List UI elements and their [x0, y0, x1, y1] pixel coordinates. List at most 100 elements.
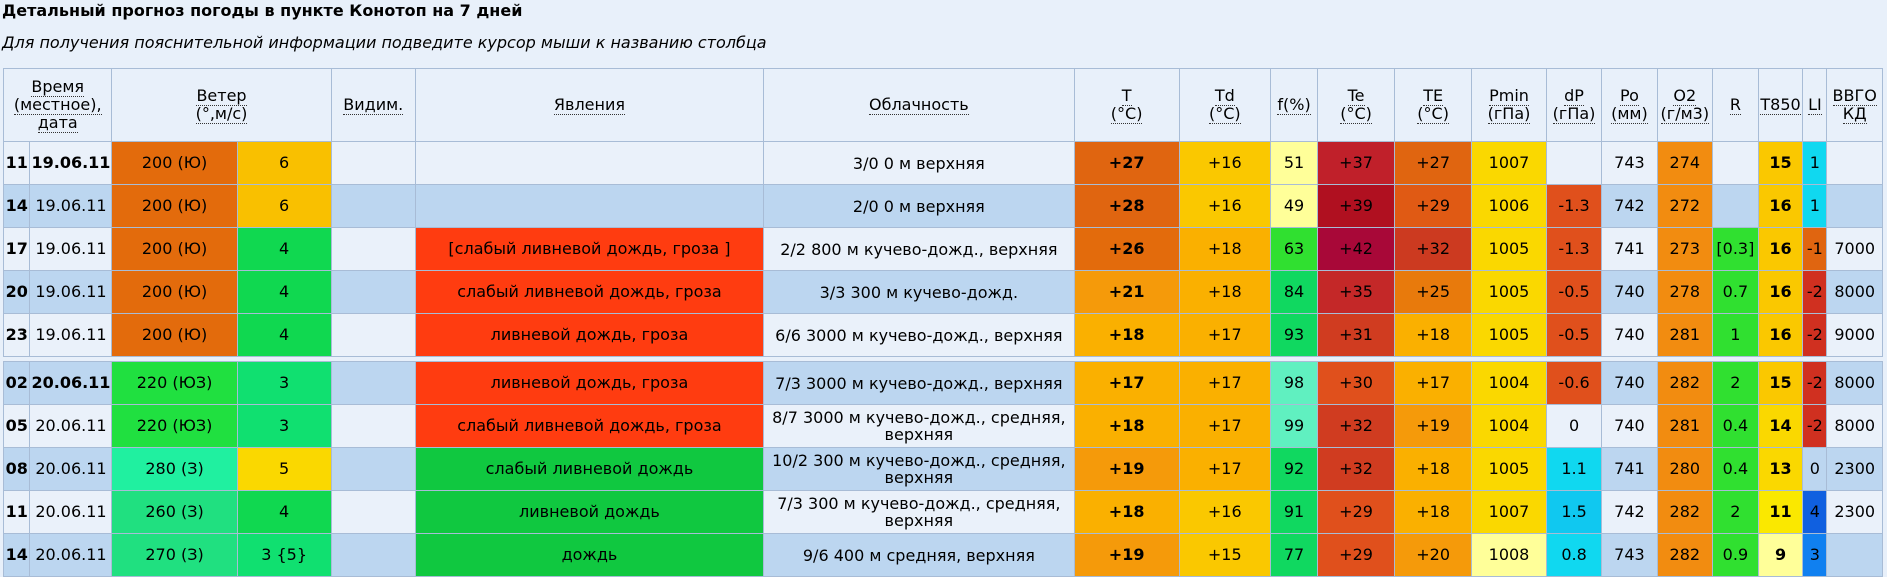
column-header-t[interactable]: T (°C)	[1073, 68, 1180, 142]
hour-cell: 14	[2, 533, 31, 577]
effective-temp-cell: +32	[1317, 447, 1396, 491]
column-header-vvgo[interactable]: ВВГО КД	[1826, 68, 1883, 142]
column-header-vis[interactable]: Видим.	[330, 68, 416, 142]
effective-temp-cell: +30	[1317, 361, 1396, 405]
pressure-change-cell: -1.3	[1545, 227, 1603, 271]
column-header-te[interactable]: Te (°C)	[1317, 68, 1396, 142]
visibility-cell	[330, 270, 416, 314]
pressure-change-cell: 1.5	[1545, 490, 1603, 534]
forecast-row: 08 20.06.11 280 (З) 5 слабый ливневой дождь 1…	[2, 447, 1883, 491]
dew-point-cell: +17	[1178, 313, 1272, 357]
equivalent-temp-cell: +25	[1394, 270, 1473, 314]
cloudiness-cell: 6/6 3000 м кучево-дожд., верхняя	[762, 313, 1075, 357]
cloudiness-cell: 2/0 0 м верхняя	[762, 184, 1075, 228]
column-header-po[interactable]: Po (мм)	[1601, 68, 1658, 142]
column-header-label: R	[1729, 95, 1741, 115]
oxygen-cell: 278	[1656, 270, 1714, 314]
column-header-dp[interactable]: dP (гПа)	[1545, 68, 1603, 142]
page-subtitle: Для получения пояснительной информации п…	[2, 33, 767, 52]
hour-cell: 17	[2, 227, 31, 271]
temperature-cell: +19	[1073, 533, 1180, 577]
hour-cell: 14	[2, 184, 31, 228]
dew-point-cell: +15	[1178, 533, 1272, 577]
humidity-cell: 91	[1270, 490, 1319, 534]
phenomena-cell: ливневой дождь, гроза	[414, 361, 764, 405]
wind-direction-cell: 270 (З)	[111, 533, 238, 577]
column-header-pmin[interactable]: Pmin (гПа)	[1471, 68, 1547, 142]
humidity-cell: 99	[1270, 404, 1319, 448]
column-header-time[interactable]: Время (местное), дата	[2, 68, 113, 142]
oxygen-cell: 282	[1656, 490, 1714, 534]
visibility-cell	[330, 141, 416, 185]
pressure-change-cell: 0.8	[1545, 533, 1603, 577]
column-header-label: Явления	[553, 95, 625, 115]
visibility-cell	[330, 361, 416, 405]
pressure-mm-cell: 742	[1601, 490, 1658, 534]
column-header-li[interactable]: LI	[1802, 68, 1828, 142]
header-row: Время (местное), дата Ветер (°,м/с) Видим.…	[2, 68, 1883, 142]
pressure-mm-cell: 743	[1601, 141, 1658, 185]
precipitation-cell	[1712, 184, 1759, 228]
t850-cell: 16	[1757, 184, 1804, 228]
hour-cell: 02	[2, 361, 31, 405]
humidity-cell: 84	[1270, 270, 1319, 314]
hour-cell: 20	[2, 270, 31, 314]
temperature-cell: +26	[1073, 227, 1180, 271]
date-cell: 19.06.11	[29, 313, 113, 357]
cloud-base-cell: 8000	[1826, 404, 1883, 448]
precipitation-cell: 2	[1712, 361, 1759, 405]
t850-cell: 9	[1757, 533, 1804, 577]
phenomena-cell: [слабый ливневой дождь, гроза ]	[414, 227, 764, 271]
oxygen-cell: 281	[1656, 404, 1714, 448]
column-header-t850[interactable]: T850	[1757, 68, 1804, 142]
precipitation-cell: 0.9	[1712, 533, 1759, 577]
cloudiness-cell: 2/2 800 м кучево-дожд., верхняя	[762, 227, 1075, 271]
column-header-wind[interactable]: Ветер (°,м/с)	[111, 68, 332, 142]
wind-direction-cell: 200 (Ю)	[111, 313, 238, 357]
cloudiness-cell: 3/3 300 м кучево-дожд.	[762, 270, 1075, 314]
column-header-td[interactable]: Td (°C)	[1178, 68, 1272, 142]
column-header-label: Ветер (°,м/с)	[195, 86, 248, 124]
wind-speed-cell: 4	[236, 270, 332, 314]
pressure-min-cell: 1005	[1471, 313, 1547, 357]
visibility-cell	[330, 404, 416, 448]
lifted-index-cell: -2	[1802, 270, 1828, 314]
lifted-index-cell: 4	[1802, 490, 1828, 534]
t850-cell: 16	[1757, 313, 1804, 357]
effective-temp-cell: +29	[1317, 533, 1396, 577]
hour-cell: 08	[2, 447, 31, 491]
wind-direction-cell: 220 (ЮЗ)	[111, 361, 238, 405]
column-header-o2[interactable]: O2 (г/м3)	[1656, 68, 1714, 142]
cloudiness-cell: 10/2 300 м кучево-дожд., средняя, верхня…	[762, 447, 1075, 491]
date-cell: 19.06.11	[29, 141, 113, 185]
dew-point-cell: +16	[1178, 141, 1272, 185]
column-header-te[interactable]: TE (°C)	[1394, 68, 1473, 142]
cloud-base-cell: 9000	[1826, 313, 1883, 357]
hour-cell: 05	[2, 404, 31, 448]
column-header-label: LI	[1808, 95, 1822, 115]
phenomena-cell: слабый ливневой дождь	[414, 447, 764, 491]
forecast-row: 23 19.06.11 200 (Ю) 4 ливневой дождь, гроза 6…	[2, 313, 1883, 357]
lifted-index-cell: 1	[1802, 184, 1828, 228]
column-header-label: T (°C)	[1110, 86, 1143, 124]
lifted-index-cell: -2	[1802, 313, 1828, 357]
column-header-phen[interactable]: Явления	[414, 68, 764, 142]
lifted-index-cell: -1	[1802, 227, 1828, 271]
phenomena-cell: ливневой дождь	[414, 490, 764, 534]
effective-temp-cell: +29	[1317, 490, 1396, 534]
column-header-r[interactable]: R	[1712, 68, 1759, 142]
pressure-change-cell: -0.5	[1545, 313, 1603, 357]
wind-direction-cell: 200 (Ю)	[111, 270, 238, 314]
dew-point-cell: +18	[1178, 270, 1272, 314]
date-cell: 19.06.11	[29, 270, 113, 314]
precipitation-cell: [0.3]	[1712, 227, 1759, 271]
column-header-f[interactable]: f(%)	[1270, 68, 1319, 142]
t850-cell: 16	[1757, 227, 1804, 271]
temperature-cell: +28	[1073, 184, 1180, 228]
pressure-min-cell: 1007	[1471, 490, 1547, 534]
date-cell: 20.06.11	[29, 447, 113, 491]
oxygen-cell: 282	[1656, 361, 1714, 405]
oxygen-cell: 280	[1656, 447, 1714, 491]
equivalent-temp-cell: +19	[1394, 404, 1473, 448]
column-header-cloud[interactable]: Облачность	[762, 68, 1075, 142]
